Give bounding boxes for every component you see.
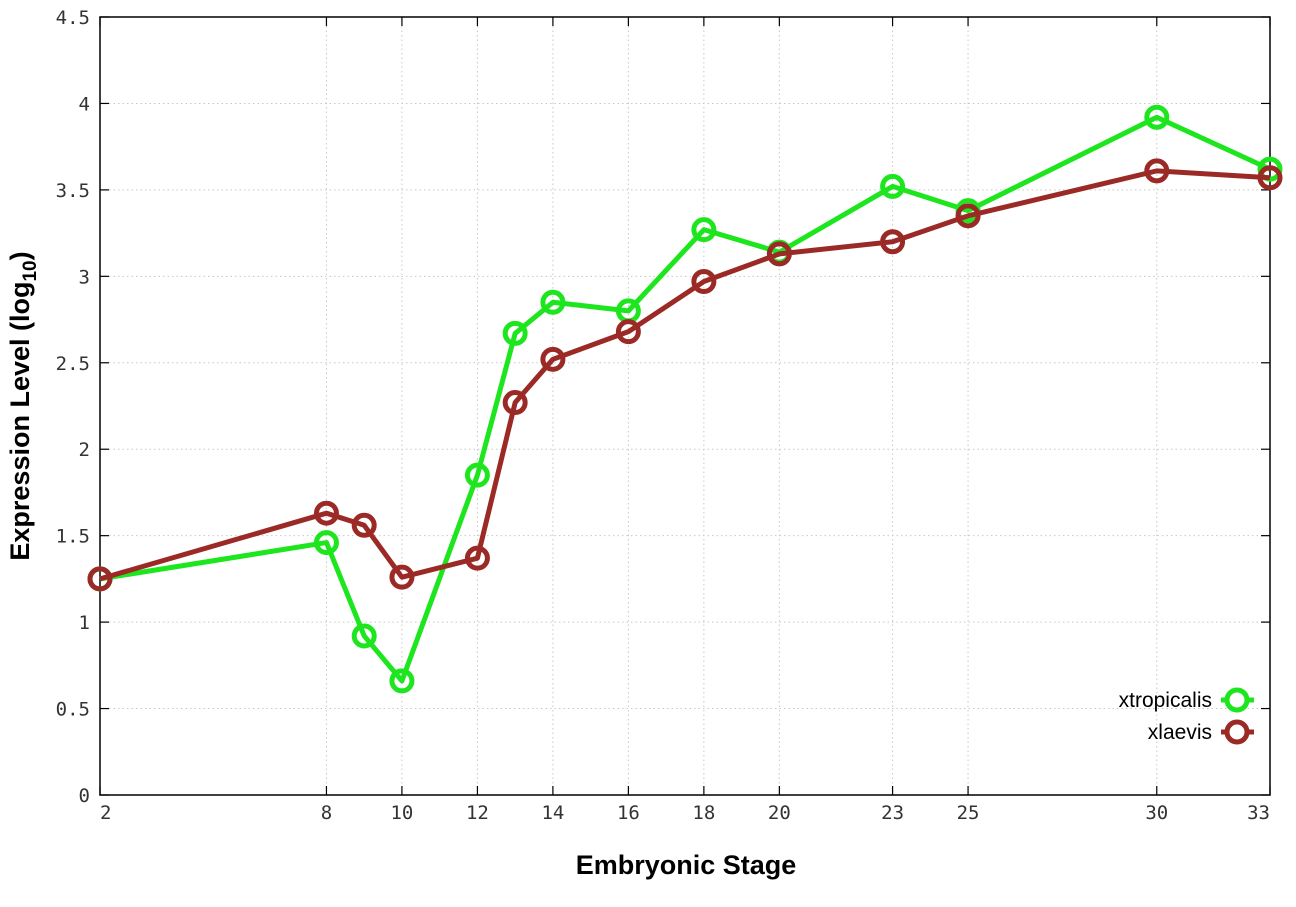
data-point-xlaevis bbox=[955, 203, 981, 229]
legend-label-xlaevis: xlaevis bbox=[1148, 721, 1212, 744]
y-tick-label: 4.5 bbox=[56, 7, 90, 29]
x-tick-label: 12 bbox=[466, 802, 489, 824]
data-point-xtropicalis bbox=[502, 320, 528, 346]
legend-marker-xlaevis bbox=[1224, 719, 1250, 745]
y-tick-label: 0 bbox=[79, 785, 90, 807]
data-point-xlaevis bbox=[615, 319, 641, 345]
data-point-xtropicalis bbox=[313, 530, 339, 556]
data-point-xlaevis bbox=[351, 512, 377, 538]
x-tick-label: 16 bbox=[617, 802, 640, 824]
series-line-xtropicalis bbox=[99, 114, 1272, 684]
y-tick-label: 3.5 bbox=[56, 180, 90, 202]
data-point-xtropicalis bbox=[464, 462, 490, 488]
data-point-xlaevis bbox=[313, 500, 339, 526]
x-tick-label: 18 bbox=[692, 802, 715, 824]
x-tick-label: 14 bbox=[541, 802, 564, 824]
plot-frame bbox=[99, 16, 1271, 796]
data-point-xlaevis bbox=[880, 229, 906, 255]
legend: xtropicalis xlaevis bbox=[1119, 687, 1254, 745]
grid-lines bbox=[100, 17, 1270, 795]
data-point-xlaevis bbox=[540, 346, 566, 372]
x-axis-title: Embryonic Stage bbox=[576, 850, 797, 880]
x-tick-label: 2 bbox=[100, 802, 111, 824]
data-point-xlaevis bbox=[464, 545, 490, 571]
y-axis-title: Expression Level (log10) bbox=[5, 251, 41, 560]
x-tick-label: 10 bbox=[390, 802, 413, 824]
y-tick-label: 1 bbox=[79, 612, 90, 634]
x-tick-label: 33 bbox=[1247, 802, 1270, 824]
data-point-xtropicalis bbox=[540, 289, 566, 315]
y-axis-title-suffix: ) bbox=[5, 251, 35, 260]
series-line-xlaevis bbox=[99, 168, 1271, 582]
y-tick-label: 4 bbox=[79, 93, 90, 115]
x-tick-label: 20 bbox=[768, 802, 791, 824]
x-tick-label: 25 bbox=[957, 802, 980, 824]
data-point-xlaevis bbox=[691, 269, 717, 295]
y-axis-title-main: Expression Level (log bbox=[5, 282, 35, 561]
data-point-xtropicalis bbox=[1144, 104, 1170, 130]
legend-label-xtropicalis: xtropicalis bbox=[1119, 689, 1212, 712]
y-tick-label: 1.5 bbox=[56, 526, 90, 548]
data-point-xtropicalis bbox=[880, 173, 906, 199]
data-point-xlaevis bbox=[1257, 165, 1283, 191]
data-point-xlaevis bbox=[502, 390, 528, 416]
y-tick-label: 2.5 bbox=[56, 353, 90, 375]
y-tick-label: 3 bbox=[79, 266, 90, 288]
data-point-xlaevis bbox=[766, 241, 792, 267]
y-axis-title-subscript: 10 bbox=[20, 260, 41, 281]
data-point-xlaevis bbox=[1144, 158, 1170, 184]
series-layer bbox=[87, 104, 1283, 694]
data-point-xlaevis bbox=[389, 564, 415, 590]
data-point-xtropicalis bbox=[351, 623, 377, 649]
axis-ticks: 0 0.5 1 1.5 2 2.5 3 3.5 4 4.5 2 8 10 12 14 16 18 20 23 25 30… bbox=[56, 7, 1271, 824]
x-tick-label: 8 bbox=[321, 802, 332, 824]
y-tick-label: 2 bbox=[79, 439, 90, 461]
data-point-xlaevis bbox=[87, 566, 113, 592]
data-point-xtropicalis bbox=[1257, 156, 1283, 182]
legend-marker-xtropicalis bbox=[1224, 687, 1250, 713]
x-tick-label: 23 bbox=[881, 802, 904, 824]
x-tick-label: 30 bbox=[1145, 802, 1168, 824]
data-point-xtropicalis bbox=[389, 668, 415, 694]
y-tick-label: 0.5 bbox=[56, 699, 90, 721]
data-point-xtropicalis bbox=[691, 217, 717, 243]
